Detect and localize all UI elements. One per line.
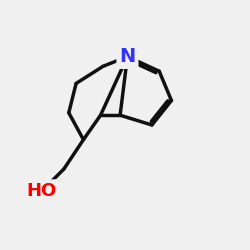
Text: HO: HO [27,182,57,200]
Text: N: N [119,47,136,66]
